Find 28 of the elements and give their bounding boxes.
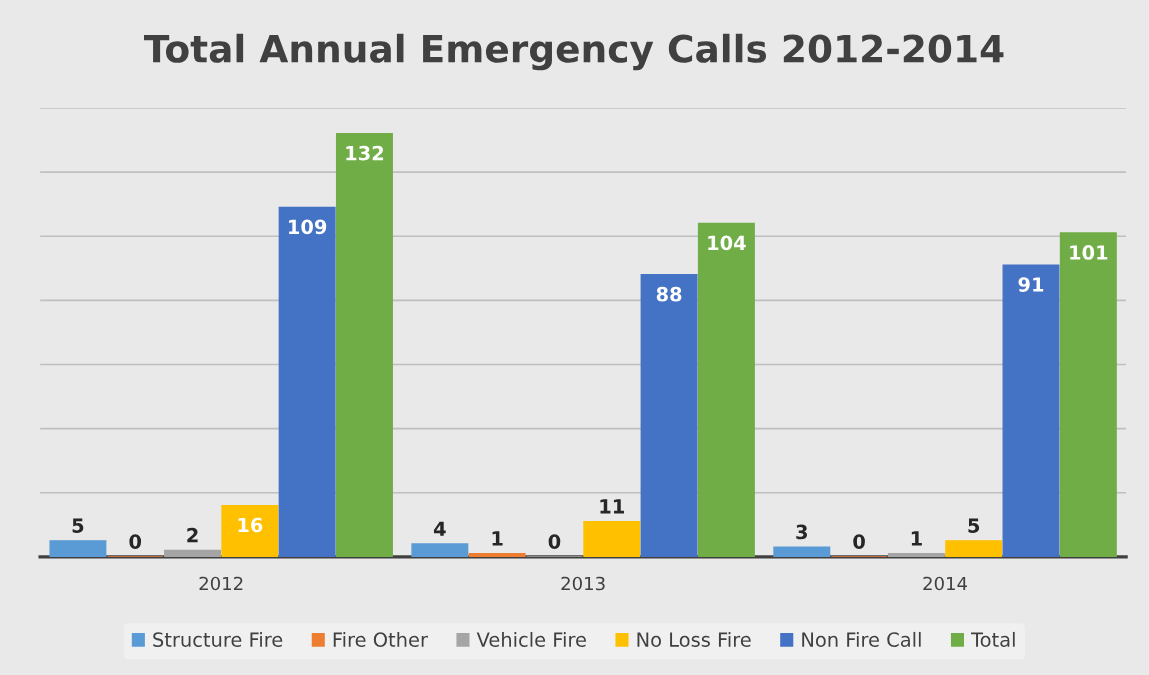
x-tick-label: 2013 bbox=[561, 576, 605, 591]
legend-label: Non Fire Call bbox=[802, 631, 921, 647]
x-tick-label: 2012 bbox=[199, 576, 243, 591]
data-label: 1 bbox=[911, 531, 922, 546]
data-label: 0 bbox=[853, 534, 865, 549]
data-label: 16 bbox=[238, 517, 263, 533]
x-tick-label: 2014 bbox=[923, 576, 968, 591]
legend-label: Vehicle Fire bbox=[476, 631, 586, 647]
data-label: 11 bbox=[600, 499, 624, 514]
data-label: 0 bbox=[129, 534, 142, 549]
legend-label: No Loss Fire bbox=[637, 631, 751, 647]
data-label: 3 bbox=[796, 524, 807, 540]
data-label: 91 bbox=[1018, 277, 1044, 292]
data-label: 109 bbox=[289, 219, 327, 235]
legend-label: Structure Fire bbox=[153, 631, 283, 647]
data-label: 88 bbox=[656, 286, 682, 302]
data-label: 101 bbox=[1070, 245, 1108, 260]
legend-label: Total bbox=[971, 631, 1015, 647]
data-label: 4 bbox=[433, 521, 446, 536]
data-label: 0 bbox=[548, 534, 561, 549]
data-label: 1 bbox=[492, 531, 503, 546]
data-label: 132 bbox=[346, 145, 384, 161]
data-label: 5 bbox=[968, 518, 980, 533]
data-label: 2 bbox=[187, 527, 198, 543]
data-label: 5 bbox=[72, 518, 84, 533]
chart-title: Total Annual Emergency Calls 2012-2014 bbox=[143, 33, 1004, 71]
data-label: 104 bbox=[708, 235, 746, 251]
legend-label: Fire Other bbox=[333, 631, 428, 647]
